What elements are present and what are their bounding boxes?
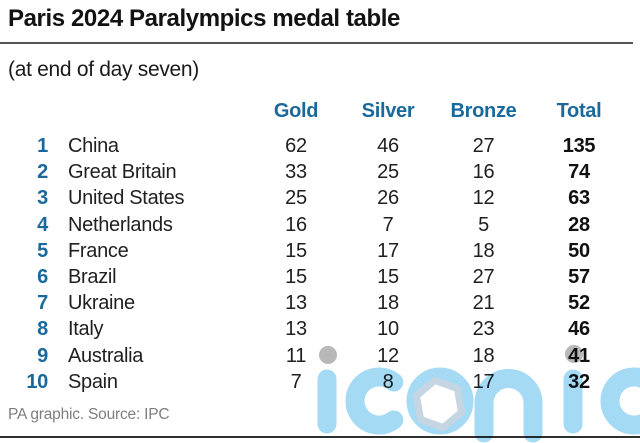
country: Italy	[68, 318, 104, 341]
silver-count: 46	[377, 135, 399, 158]
col-header-silver: Silver	[361, 100, 415, 122]
gold-count: 62	[285, 135, 307, 158]
source-note: PA graphic. Source: IPC	[8, 406, 170, 423]
rank: 3	[37, 187, 48, 210]
bronze-count: 12	[472, 187, 495, 210]
silver-count: 17	[377, 239, 399, 262]
bronze-count: 18	[472, 239, 495, 262]
silver-count: 15	[377, 266, 399, 289]
total-count: 74	[568, 161, 590, 184]
total-count: 41	[568, 344, 590, 367]
bronze-count: 17	[472, 370, 495, 393]
silver-count: 12	[377, 344, 399, 367]
table-row: 2 Great Britain 33 25 16 74	[0, 159, 640, 185]
gold-count: 15	[285, 266, 307, 289]
title-divider	[0, 42, 633, 44]
bronze-count: 5	[478, 213, 489, 236]
table-header-row: Gold Silver Bronze Total	[0, 98, 640, 124]
subtitle: (at end of day seven)	[8, 58, 199, 81]
country: United States	[68, 187, 185, 210]
table-row: 10 Spain 7 8 17 32	[0, 369, 640, 395]
gold-count: 15	[285, 239, 307, 262]
col-header-total: Total	[556, 100, 602, 122]
table-row: 9 Australia 11 12 18 41	[0, 343, 640, 369]
table-row: 1 China 62 46 27 135	[0, 133, 640, 159]
rank: 4	[37, 213, 48, 236]
country: Australia	[68, 344, 144, 367]
gold-count: 25	[285, 187, 307, 210]
silver-count: 8	[382, 370, 394, 393]
col-header-bronze: Bronze	[450, 100, 517, 122]
country: France	[68, 239, 129, 262]
rank: 1	[37, 135, 48, 158]
bronze-count: 27	[472, 135, 495, 158]
total-count: 63	[568, 187, 590, 210]
silver-count: 10	[377, 318, 399, 341]
country: Great Britain	[68, 161, 177, 184]
bronze-count: 21	[472, 292, 495, 315]
silver-count: 18	[377, 292, 399, 315]
country: Ukraine	[68, 292, 135, 315]
bronze-count: 23	[472, 318, 495, 341]
bronze-count: 18	[472, 344, 495, 367]
rank: 6	[37, 266, 48, 289]
rank: 8	[37, 318, 48, 341]
bottom-divider	[0, 436, 640, 438]
rank: 5	[37, 239, 48, 262]
country: Netherlands	[68, 213, 173, 236]
bronze-count: 27	[472, 266, 495, 289]
table-row: 4 Netherlands 16 7 5 28	[0, 212, 640, 238]
country: Spain	[68, 370, 118, 393]
gold-count: 11	[285, 344, 307, 367]
silver-count: 25	[377, 161, 399, 184]
page-title: Paris 2024 Paralympics medal table	[8, 5, 400, 32]
country: China	[68, 135, 119, 158]
total-count: 28	[568, 213, 590, 236]
total-count: 135	[562, 135, 596, 158]
table-row: 6 Brazil 15 15 27 57	[0, 264, 640, 290]
total-count: 46	[568, 318, 590, 341]
rank: 7	[37, 292, 48, 315]
gold-count: 7	[290, 370, 302, 393]
total-count: 52	[568, 292, 590, 315]
table-row: 5 France 15 17 18 50	[0, 238, 640, 264]
country: Brazil	[68, 266, 117, 289]
silver-count: 26	[377, 187, 399, 210]
gold-count: 16	[285, 213, 307, 236]
total-count: 57	[568, 266, 590, 289]
gold-count: 13	[285, 318, 307, 341]
table-row: 8 Italy 13 10 23 46	[0, 316, 640, 342]
table-row: 3 United States 25 26 12 63	[0, 185, 640, 211]
rank: 2	[37, 161, 48, 184]
rank: 9	[37, 344, 48, 367]
medal-table: Gold Silver Bronze Total 1 China 62 46 2…	[0, 98, 640, 395]
total-count: 50	[568, 239, 590, 262]
bronze-count: 16	[472, 161, 495, 184]
gold-count: 13	[285, 292, 307, 315]
silver-count: 7	[382, 213, 394, 236]
gold-count: 33	[285, 161, 307, 184]
rank: 10	[26, 370, 48, 393]
total-count: 32	[568, 370, 590, 393]
table-row: 7 Ukraine 13 18 21 52	[0, 290, 640, 316]
col-header-gold: Gold	[273, 100, 319, 122]
